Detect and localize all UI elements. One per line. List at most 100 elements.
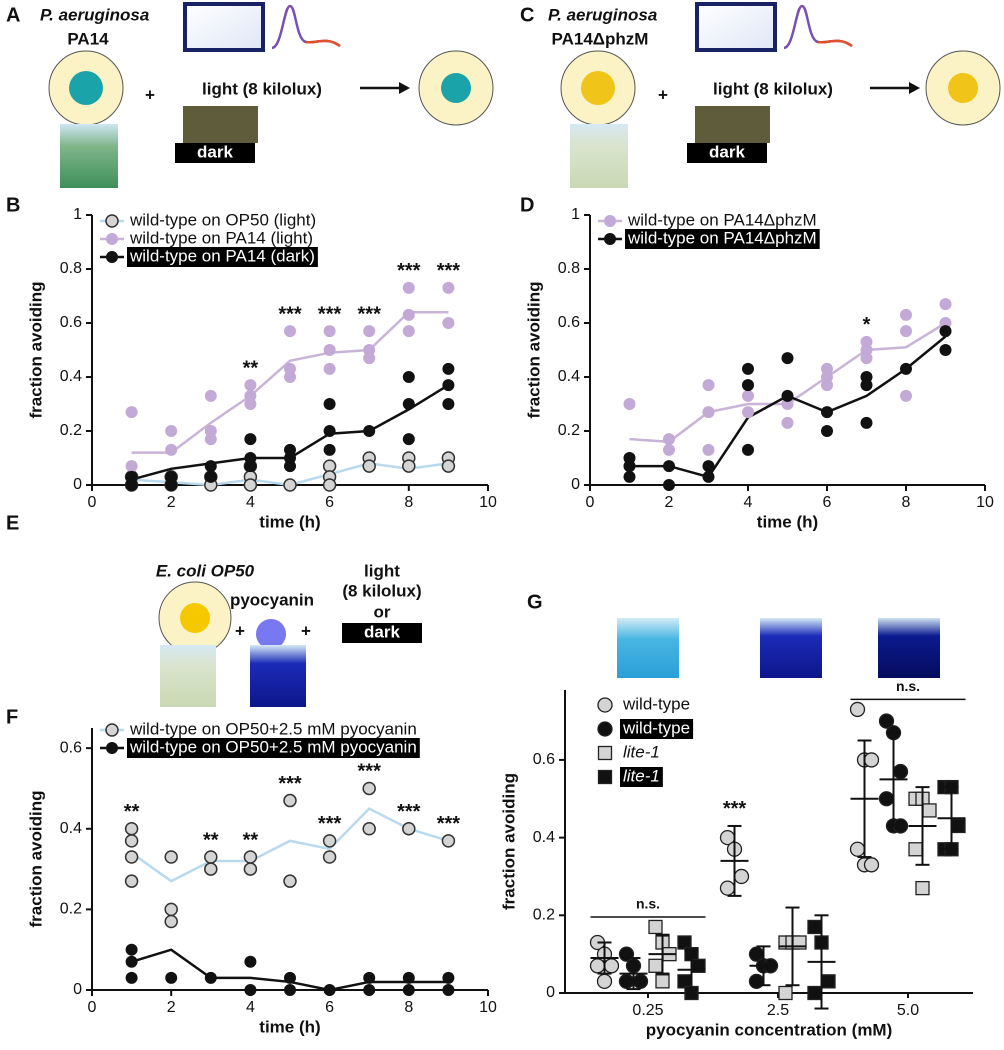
data-point	[284, 325, 296, 338]
panel-g: G	[527, 591, 940, 678]
data-point	[125, 971, 138, 984]
species-label: E. coli OP50	[156, 561, 255, 580]
data-point	[663, 479, 675, 491]
data-point	[323, 443, 336, 456]
dark-bar	[687, 143, 767, 163]
significance: *	[863, 314, 871, 336]
data-point	[362, 459, 376, 473]
data-point	[702, 470, 715, 483]
data-point	[402, 971, 415, 984]
data-point	[124, 834, 139, 848]
data-point	[900, 389, 912, 402]
plus-sign: +	[145, 85, 155, 104]
data-point	[204, 433, 217, 446]
panel-letter: B	[6, 194, 20, 216]
data-point	[781, 389, 794, 402]
data-point	[702, 406, 715, 419]
x-tick-label: 8	[404, 494, 413, 511]
data-point	[165, 443, 178, 456]
data-point	[323, 362, 336, 375]
data-point	[204, 389, 217, 402]
legend-marker	[597, 745, 613, 761]
data-point	[623, 398, 636, 410]
data-point	[742, 362, 754, 375]
data-point	[363, 352, 376, 365]
data-point	[165, 971, 178, 984]
data-point	[204, 850, 218, 864]
data-point	[618, 973, 635, 989]
x-tick-label: 10	[479, 999, 497, 1016]
legend-marker	[105, 723, 119, 737]
data-point	[402, 433, 415, 446]
data-point	[243, 850, 258, 864]
y-tick-label: 0.6	[533, 751, 555, 768]
y-tick-label: 0	[73, 981, 82, 998]
data-point	[863, 857, 880, 873]
y-axis-label: fraction avoiding	[499, 773, 518, 910]
species-label: P. aeruginosa	[548, 5, 657, 24]
series-line	[130, 807, 449, 883]
data-point	[623, 470, 636, 483]
x-tick-label: 6	[823, 494, 832, 511]
x-tick-label: 2.5	[767, 1002, 789, 1019]
y-tick-label: 0.4	[533, 829, 555, 846]
bacterial-lawn	[441, 73, 471, 103]
significance: n.s.	[636, 896, 660, 912]
pyocyanin-drop	[256, 619, 286, 649]
data-point	[781, 352, 794, 365]
legend-marker	[106, 742, 118, 754]
culture-tube	[60, 124, 118, 188]
significance: **	[124, 801, 140, 823]
y-tick-label: 0.4	[558, 368, 580, 385]
data-point	[648, 919, 663, 935]
data-point	[165, 479, 178, 491]
significance: ***	[318, 303, 342, 325]
strain-label: PA14ΔphzM	[552, 29, 649, 48]
data-point	[125, 943, 138, 956]
compound-label: pyocyanin	[230, 590, 314, 609]
x-tick-label: 2	[167, 494, 176, 511]
data-point	[204, 971, 217, 984]
data-point	[922, 803, 937, 818]
data-point	[362, 822, 376, 836]
y-tick-label: 0.8	[558, 260, 580, 277]
x-tick-label: 4	[744, 494, 753, 511]
data-point	[603, 958, 620, 974]
data-point	[283, 793, 297, 808]
data-point	[821, 425, 833, 437]
light-box	[695, 2, 777, 52]
data-point	[821, 974, 836, 989]
bacterial-lawn	[948, 73, 978, 103]
data-point	[900, 308, 912, 321]
data-point	[442, 984, 455, 996]
legend-marker	[604, 233, 616, 245]
data-point	[623, 460, 636, 473]
data-point	[821, 379, 833, 392]
data-point	[702, 443, 715, 456]
y-tick-label: 0.4	[60, 368, 82, 385]
significance: ***	[437, 260, 461, 282]
data-point	[442, 398, 455, 410]
data-point	[702, 460, 715, 473]
data-point	[441, 834, 456, 848]
data-point	[702, 379, 715, 392]
intensity-label: (8 kilolux)	[342, 581, 421, 600]
data-point	[596, 973, 613, 989]
pyocyanin-tube	[878, 618, 940, 678]
y-tick-label: 0.8	[60, 260, 82, 277]
data-point	[589, 958, 606, 974]
data-point	[807, 919, 822, 935]
x-tick-label: 6	[325, 494, 334, 511]
x-tick-label: 8	[902, 494, 911, 511]
data-point	[165, 425, 178, 437]
plus-sign: +	[235, 621, 245, 640]
data-point	[243, 478, 258, 492]
panel-a: A P. aeruginosa PA14 + light (8 kilolux)…	[6, 2, 494, 188]
legend-label-bg	[620, 719, 694, 739]
legend-marker	[105, 214, 119, 228]
data-point	[402, 459, 416, 473]
legend-label: wild-type on PA14ΔphzM	[627, 210, 817, 229]
y-axis-label: fraction avoiding	[26, 282, 45, 419]
data-point	[742, 406, 754, 419]
panel-letter: F	[6, 706, 18, 728]
